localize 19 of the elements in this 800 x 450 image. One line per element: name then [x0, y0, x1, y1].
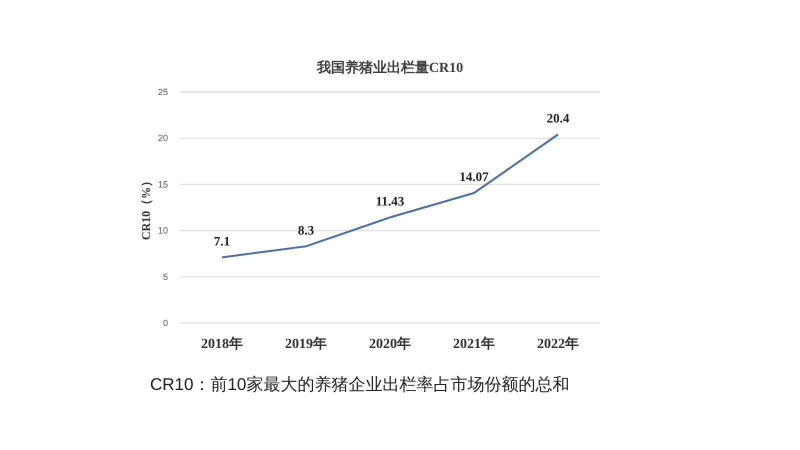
x-tick-label: 2022年: [537, 336, 579, 352]
x-tick-label: 2020年: [369, 336, 411, 352]
y-tick-label: 5: [162, 272, 168, 282]
y-tick-label: 10: [158, 226, 168, 236]
x-tick-label: 2021年: [453, 336, 495, 352]
chart-title: 我国养猪业出栏量CR10: [316, 59, 464, 76]
y-tick-label: 25: [158, 87, 168, 97]
data-label: 7.1: [214, 233, 230, 248]
y-axis-title: CR10（%）: [139, 174, 153, 240]
data-label: 11.43: [376, 193, 405, 208]
data-label: 8.3: [298, 222, 315, 238]
y-tick-label: 20: [158, 133, 168, 144]
data-label: 14.07: [459, 168, 490, 184]
x-tick-label: 2019年: [285, 336, 327, 352]
x-tick-label: 2018年: [201, 336, 243, 352]
text: CR10：前10家最大的养猪企业出栏率占市场份额的总和: [150, 375, 570, 394]
data-label: 20.4: [546, 110, 570, 126]
y-tick-label: 0: [162, 318, 168, 328]
y-tick-label: 15: [158, 179, 168, 190]
